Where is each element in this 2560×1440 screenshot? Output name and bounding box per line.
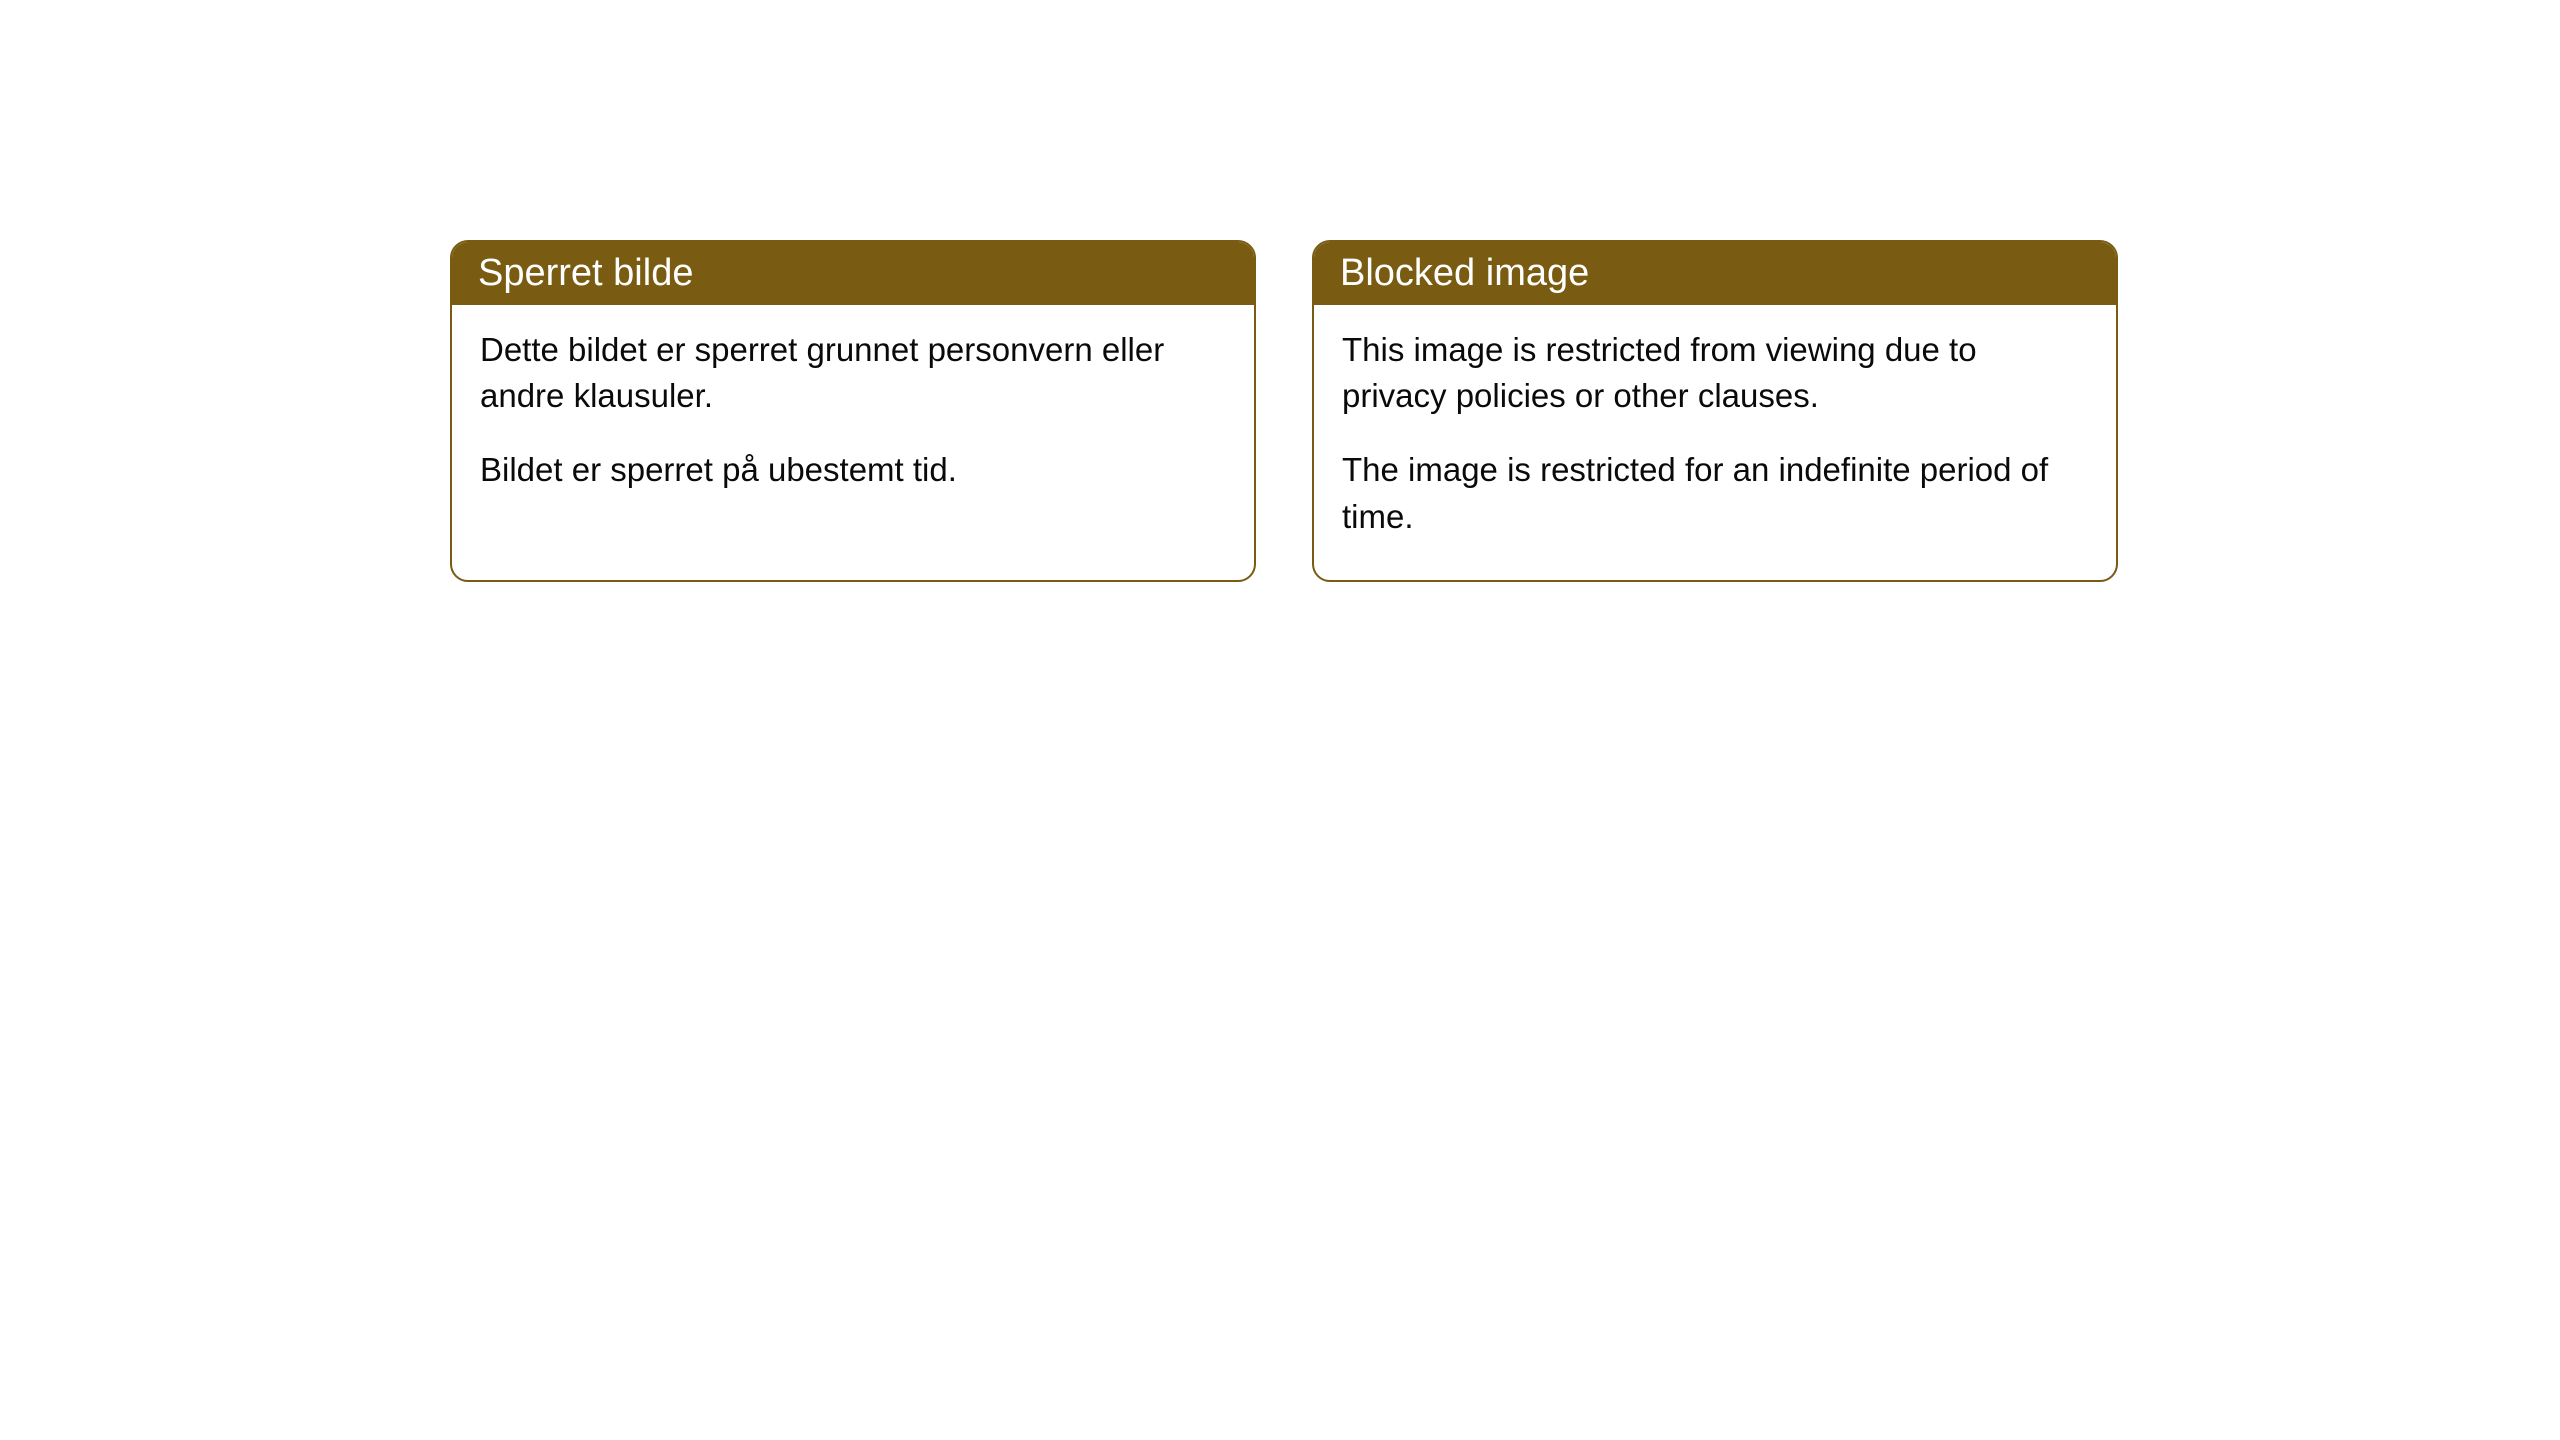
card-title-en: Blocked image [1340,252,1589,294]
card-body-en: This image is restricted from viewing du… [1314,305,2116,580]
card-paragraph-en-2: The image is restricted for an indefinit… [1342,447,2088,539]
card-paragraph-en-1: This image is restricted from viewing du… [1342,327,2088,419]
card-body-no: Dette bildet er sperret grunnet personve… [452,305,1254,534]
card-paragraph-no-2: Bildet er sperret på ubestemt tid. [480,447,1226,493]
card-paragraph-no-1: Dette bildet er sperret grunnet personve… [480,327,1226,419]
card-header-no: Sperret bilde [452,242,1254,305]
card-header-en: Blocked image [1314,242,2116,305]
blocked-image-card-en: Blocked image This image is restricted f… [1312,240,2118,582]
blocked-image-card-no: Sperret bilde Dette bildet er sperret gr… [450,240,1256,582]
cards-container: Sperret bilde Dette bildet er sperret gr… [450,240,2118,582]
card-title-no: Sperret bilde [478,252,693,294]
